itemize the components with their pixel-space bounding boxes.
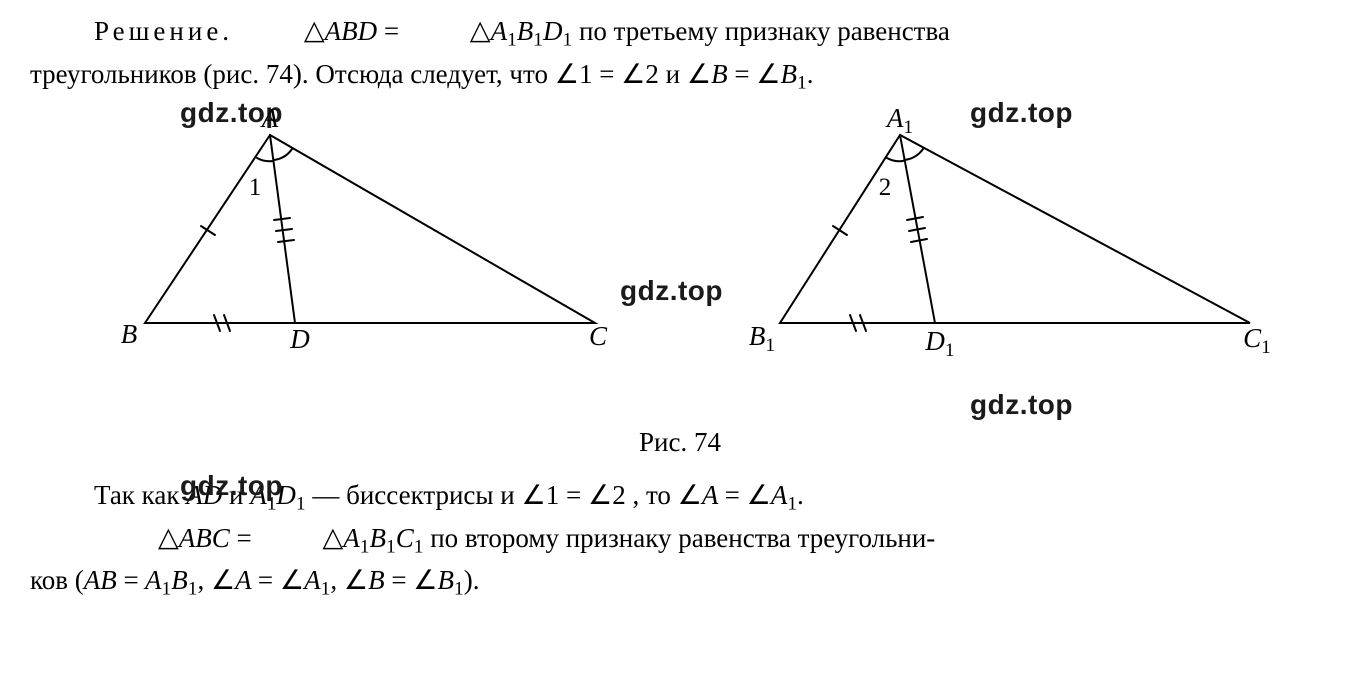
line1-tail: по третьему признаку равенства [579,16,950,46]
eq-ang-a: ∠A = ∠A1 [211,565,330,595]
svg-text:B1: B1 [749,321,775,356]
line2-dot: . [807,59,814,89]
eq-ang-b: ∠B = ∠B1 [344,565,464,595]
eq-angle-12b: ∠1 = ∠2 [522,480,626,510]
eq-triangles-abd: △ABD = △A1B1D1 [240,16,579,46]
watermark: gdz.top [180,470,283,502]
solution-paragraph-line-1: Решение. △ABD = △A1B1D1 по третьему приз… [30,12,1330,55]
eq-angle-1-2: ∠1 = ∠2 [555,59,659,89]
svg-text:D: D [289,324,310,354]
eq-triangles-abc: △ABC = △A1B1C1 [94,523,430,553]
svg-text:D1: D1 [924,326,954,358]
eq-angle-a-a1: ∠A = ∠A1 [678,480,797,510]
bottom1-dot: . [797,480,804,510]
watermark: gdz.top [620,275,723,307]
triangle-right: A1 B1 C1 D1 2 [730,103,1290,358]
bottom3-c2: , [330,565,344,595]
svg-text:A: A [260,103,279,133]
bottom-paragraph-3: ков (AB = A1B1, ∠A = ∠A1, ∠B = ∠B1). [30,561,1330,604]
svg-text:A1: A1 [885,103,913,138]
figure-caption: Рис. 74 [30,427,1330,458]
bottom2-tail: по второму признаку равенства треугольни… [430,523,935,553]
svg-text:C1: C1 [1243,323,1271,358]
bottom3-c1: , [197,565,211,595]
svg-text:C: C [589,321,608,351]
diagram-area: gdz.top gdz.top gdz.top A B C D 1 [30,103,1330,423]
svg-text:2: 2 [879,174,892,201]
bottom1-lead: Так как [94,480,186,510]
line2-and: и [666,59,687,89]
eq-ab: AB = A1B1 [84,565,198,595]
bottom1-mid: — биссектрисы и [312,480,521,510]
svg-text:B: B [121,319,138,349]
bottom3-close: ). [464,565,480,595]
solution-word: Решение. [94,16,233,46]
line2-lead: треугольников (рис. 74). Отсюда следует,… [30,59,555,89]
bottom3-lead: ков ( [30,565,84,595]
svg-text:1: 1 [249,174,262,201]
bottom-paragraph-2: △ABC = △A1B1C1 по второму признаку равен… [30,519,1330,562]
watermark: gdz.top [970,389,1073,421]
bottom1-then: , то [632,480,677,510]
triangle-left: A B C D 1 [95,103,625,358]
solution-paragraph-line-2: треугольников (рис. 74). Отсюда следует,… [30,55,1330,98]
eq-angle-b-b1: ∠B = ∠B1 [687,59,807,89]
